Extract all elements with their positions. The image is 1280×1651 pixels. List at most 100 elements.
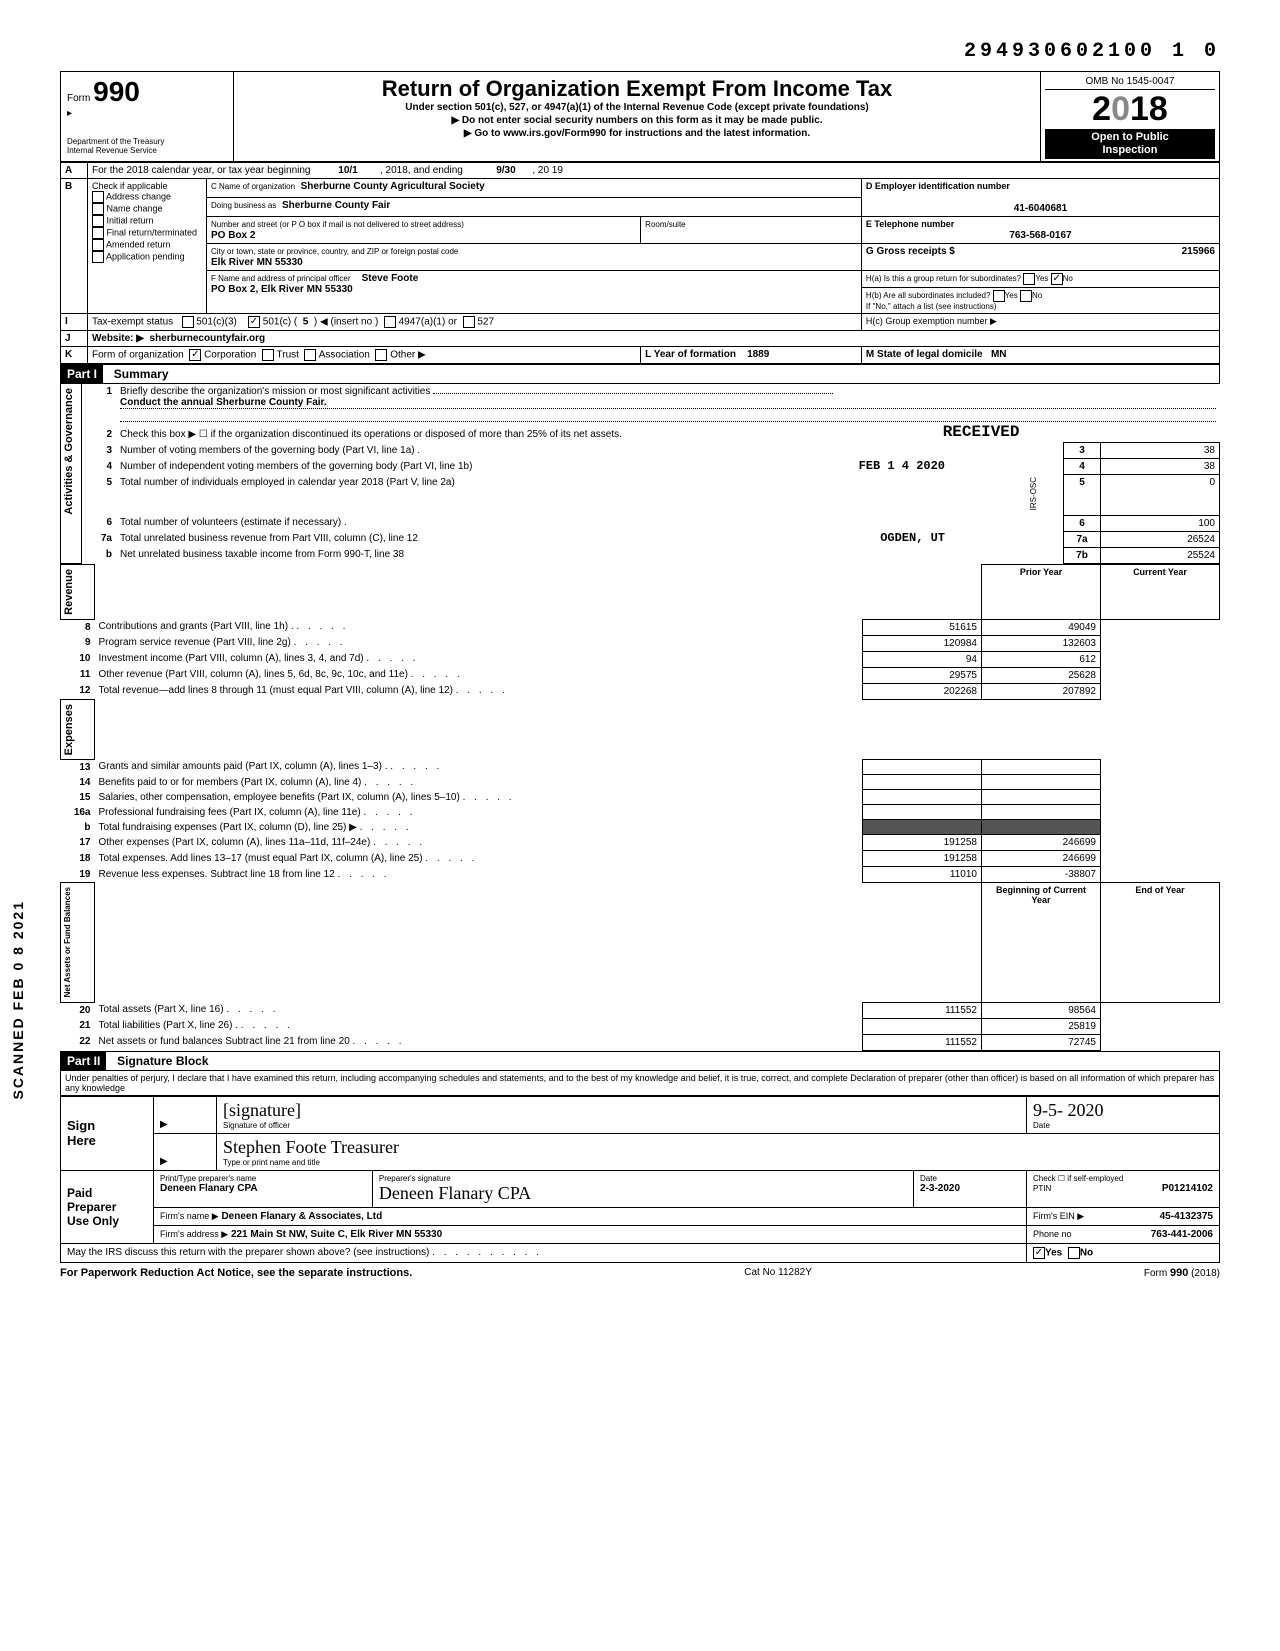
line-num: 18 [61, 851, 95, 867]
cb-other[interactable] [375, 349, 387, 361]
501c-number: 5 [303, 317, 309, 328]
col-prior: Prior Year [982, 564, 1101, 619]
line-num: 22 [61, 1034, 95, 1050]
gov-line-num: 3 [82, 443, 117, 459]
cur-val: 132603 [982, 635, 1101, 651]
gov-box: 6 [1064, 515, 1101, 531]
gov-box: 5 [1064, 475, 1101, 515]
line-text: Total fundraising expenses (Part IX, col… [95, 820, 863, 835]
cur-val [982, 759, 1101, 775]
prior-val [863, 805, 982, 820]
checkbox-amended[interactable] [92, 239, 104, 251]
section-net: Net Assets or Fund Balances [61, 883, 74, 1001]
gov-line-num: 5 [82, 475, 117, 515]
discuss-yes[interactable]: ✓ [1033, 1247, 1045, 1259]
fy-end-year: , 20 19 [532, 165, 563, 176]
form-org-label: Form of organization [92, 350, 184, 361]
hb-yes[interactable] [993, 290, 1005, 302]
ha-yes[interactable] [1023, 273, 1035, 285]
cur-val [982, 775, 1101, 790]
org-name: Sherburne County Agricultural Society [301, 181, 485, 192]
discuss-no[interactable] [1068, 1247, 1080, 1259]
gov-line-num: 7a [82, 531, 117, 547]
cell-shaded [982, 820, 1101, 835]
cb-4947[interactable] [384, 316, 396, 328]
fy-begin: 10/1 [338, 165, 357, 176]
prior-val [863, 759, 982, 775]
firm-addr: 221 Main St NW, Suite C, Elk River MN 55… [231, 1229, 442, 1240]
omb-number: OMB No 1545-0047 [1045, 74, 1215, 90]
part2-title: Signature Block [109, 1054, 208, 1068]
line1-value: Conduct the annual Sherburne County Fair… [120, 397, 1216, 409]
line1-num: 1 [82, 384, 117, 428]
ptin-label: PTIN [1033, 1184, 1051, 1193]
gov-box: 7b [1064, 547, 1101, 563]
date-label: Date [1033, 1121, 1213, 1130]
footer-mid: Cat No 11282Y [744, 1267, 812, 1279]
cur-val: 25819 [982, 1018, 1101, 1034]
form-title: Return of Organization Exempt From Incom… [244, 76, 1030, 102]
col-begin: Beginning of Current Year [982, 883, 1101, 1002]
fy-end: 9/30 [496, 165, 515, 176]
dept-irs: Internal Revenue Service [67, 146, 227, 155]
col-end: End of Year [1101, 883, 1220, 1002]
part1-title: Summary [106, 367, 169, 381]
form-header: Form 990 ▸ Department of the Treasury In… [60, 71, 1220, 162]
section-revenue: Revenue [61, 565, 77, 619]
cell-shaded [863, 820, 982, 835]
line-text: Total expenses. Add lines 13–17 (must eq… [95, 851, 863, 867]
tax-year: 20201818 [1045, 90, 1215, 129]
firm-ein-label: Firm's EIN ▶ [1033, 1211, 1084, 1221]
checkbox-name-change[interactable] [92, 203, 104, 215]
cb-corp[interactable]: ✓ [189, 349, 201, 361]
ein-value: 41-6040681 [866, 203, 1215, 214]
checkbox-address-change[interactable] [92, 191, 104, 203]
addr-label: Number and street (or P O box if mail is… [211, 220, 464, 229]
cb-501c[interactable]: ✓ [248, 316, 260, 328]
firm-phone: 763-441-2006 [1151, 1229, 1213, 1240]
cur-val: -38807 [982, 867, 1101, 883]
sig-officer-label: Signature of officer [223, 1121, 1020, 1130]
cb-assoc[interactable] [304, 349, 316, 361]
officer-label: F Name and address of principal officer [211, 274, 350, 283]
city-label: City or town, state or province, country… [211, 247, 458, 256]
sig-date: 9-5- 2020 [1033, 1100, 1104, 1120]
state-domicile: MN [991, 349, 1007, 360]
gov-line-text: Total unrelated business revenue from Pa… [116, 531, 1025, 547]
cb-trust[interactable] [262, 349, 274, 361]
gov-line-num: 6 [82, 515, 117, 531]
cb-501c3[interactable] [182, 316, 194, 328]
line-num: 16a [61, 805, 95, 820]
hc-label: H(c) Group exemption number ▶ [866, 316, 997, 326]
prior-val [863, 790, 982, 805]
form-note2: ▶ Go to www.irs.gov/Form990 for instruct… [244, 128, 1030, 139]
form-footer: For Paperwork Reduction Act Notice, see … [60, 1267, 1220, 1279]
hb-label: H(b) Are all subordinates included? [866, 291, 991, 300]
cb-527[interactable] [463, 316, 475, 328]
dba-label: Doing business as [211, 201, 276, 210]
ha-no[interactable]: ✓ [1051, 273, 1063, 285]
line-num: 9 [61, 635, 95, 651]
gov-line-text: Net unrelated business taxable income fr… [116, 547, 1025, 563]
prep-sig-label: Preparer's signature [379, 1174, 907, 1183]
line2-text: Check this box ▶ ☐ if the organization d… [120, 429, 622, 440]
line-text: Contributions and grants (Part VIII, lin… [95, 619, 863, 635]
prior-val: 51615 [863, 619, 982, 635]
phone-value: 763-568-0167 [866, 230, 1215, 241]
org-name-label: C Name of organization [211, 182, 295, 191]
prep-name: Deneen Flanary CPA [160, 1183, 258, 1194]
cur-val: 246699 [982, 835, 1101, 851]
row-a-text: For the 2018 calendar year, or tax year … [92, 165, 310, 176]
open-public-2: Inspection [1102, 144, 1157, 156]
line-num: 14 [61, 775, 95, 790]
checkbox-initial-return[interactable] [92, 215, 104, 227]
prior-val: 202268 [863, 683, 982, 699]
gov-val: 38 [1101, 459, 1220, 475]
checkbox-pending[interactable] [92, 251, 104, 263]
cur-val [982, 805, 1101, 820]
checkbox-final-return[interactable] [92, 227, 104, 239]
hb-no[interactable] [1020, 290, 1032, 302]
line-text: Professional fundraising fees (Part IX, … [95, 805, 863, 820]
gov-box: 3 [1064, 443, 1101, 459]
row-i-label: I [61, 314, 88, 331]
